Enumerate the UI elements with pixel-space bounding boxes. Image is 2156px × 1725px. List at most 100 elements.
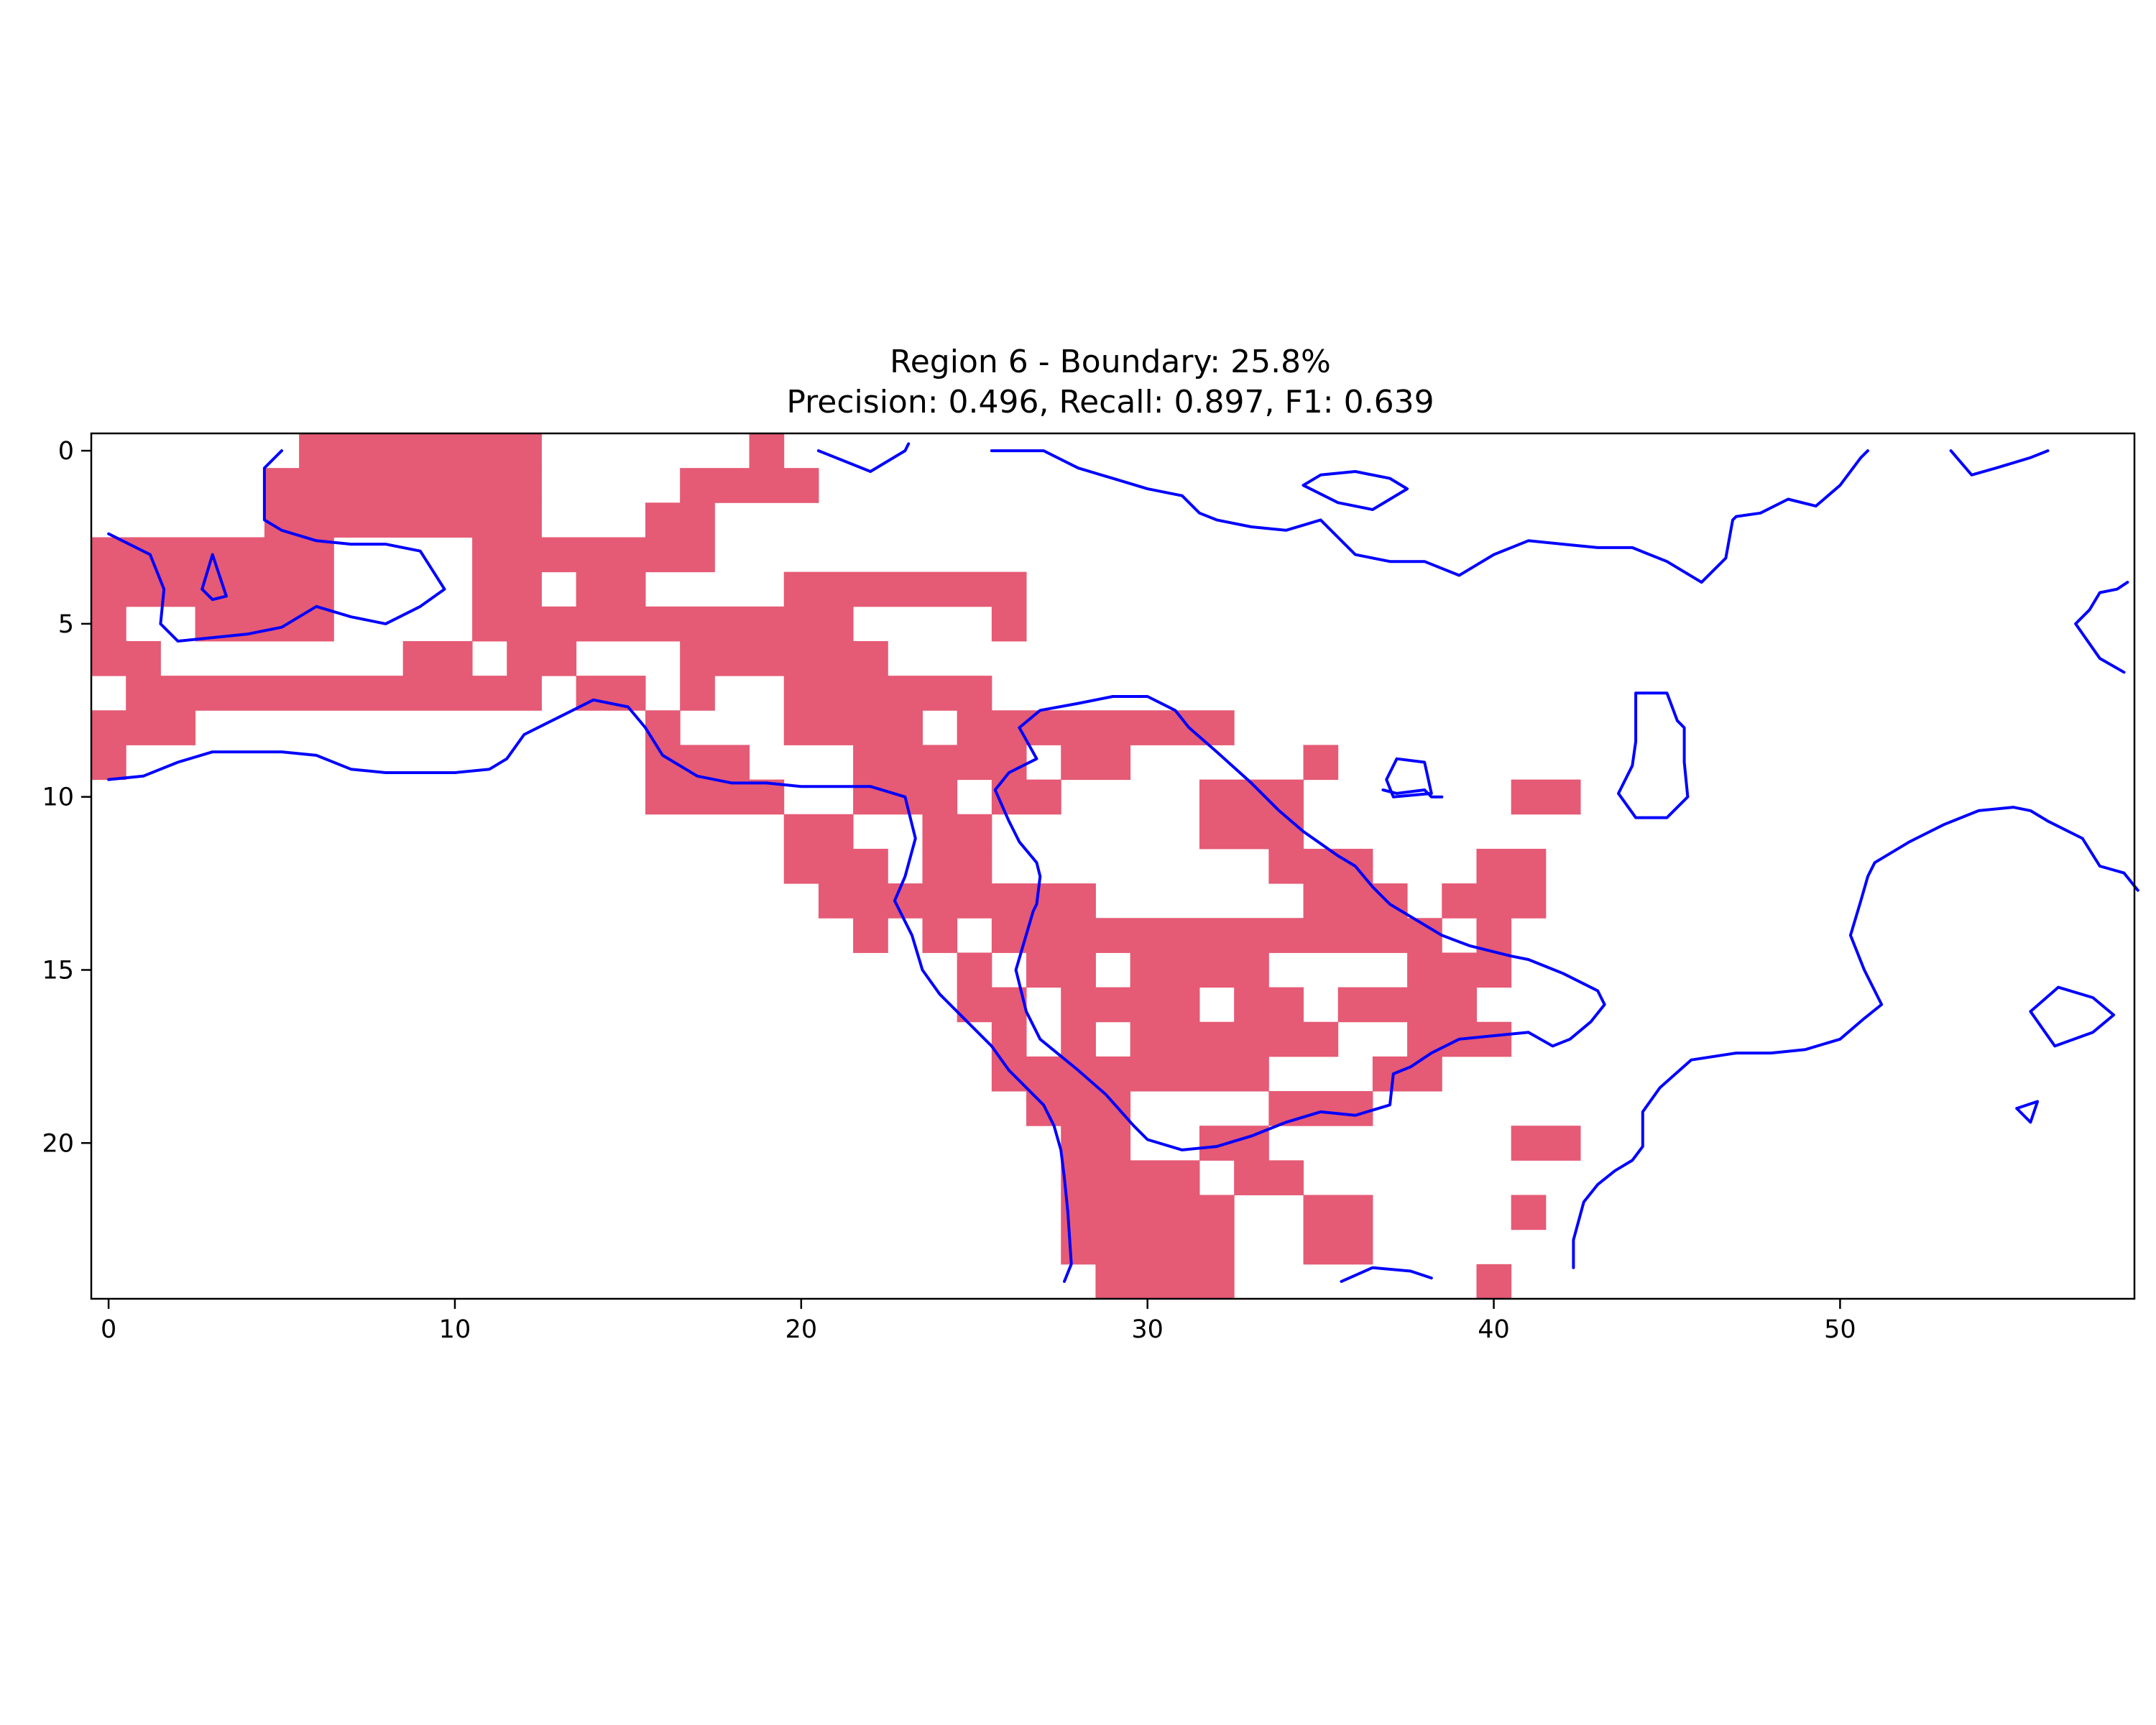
boundary-cell (1303, 1195, 1373, 1230)
contour-line (1302, 470, 1409, 511)
x-tick-label: 20 (786, 1315, 818, 1344)
boundary-cell (1061, 1160, 1131, 1196)
boundary-cell (472, 606, 542, 642)
boundary-cell (1442, 883, 1547, 919)
boundary-cell (91, 745, 126, 781)
boundary-cell (1234, 987, 1304, 1023)
boundary-cell (991, 606, 1027, 642)
boundary-cell (91, 710, 196, 745)
boundary-cell (680, 640, 785, 676)
boundary-cell (1061, 1195, 1166, 1230)
contour-line (107, 698, 1073, 1283)
contour-line (993, 695, 1606, 1151)
boundary-cell (126, 676, 542, 711)
boundary-cell (645, 502, 715, 538)
boundary-cell (957, 710, 1235, 745)
boundary-cell (1061, 1021, 1096, 1057)
y-axis: 0 5 10 15 20 (42, 437, 91, 1158)
contour-line (990, 449, 1869, 584)
boundary-cell (1199, 779, 1304, 815)
contour-line (1340, 1266, 1433, 1283)
boundary-cell (783, 710, 923, 745)
boundary-cell (1026, 1091, 1061, 1126)
x-tick-label: 50 (1824, 1315, 1856, 1344)
boundary-cell (853, 745, 1027, 781)
boundary-cell (91, 606, 126, 642)
boundary-cell (783, 676, 992, 711)
boundary-cell (783, 571, 1027, 607)
boundary-cell (264, 502, 542, 538)
boundary-cell (922, 848, 992, 884)
boundary-cell (1476, 1264, 1512, 1300)
y-tick-label: 10 (42, 783, 74, 812)
boundary-cell (472, 537, 715, 573)
boundary-cell (91, 571, 334, 607)
boundary-cell (645, 745, 750, 781)
boundary-cell (991, 779, 1061, 815)
contour-line (201, 553, 228, 602)
boundary-cell (1130, 1021, 1339, 1057)
boundary-cell (91, 640, 161, 676)
boundary-cell (1164, 1229, 1235, 1265)
boundary-cell (472, 571, 542, 607)
boundary-cell (957, 952, 992, 988)
boundary-cell (991, 918, 1442, 953)
boundary-cell (1130, 952, 1269, 988)
boundary-cell (853, 918, 888, 953)
boundary-cell (749, 433, 785, 469)
boundary-cell (576, 571, 646, 607)
contour-line (1617, 691, 1690, 819)
boundary-cell (1095, 1056, 1269, 1092)
x-tick-label: 10 (439, 1315, 471, 1344)
boundary-cell (1026, 952, 1096, 988)
chart-subtitle: Precision: 0.496, Recall: 0.897, F1: 0.6… (786, 384, 1434, 420)
contour-line (816, 442, 911, 473)
y-tick-label: 20 (42, 1129, 74, 1158)
boundary-cell (1234, 1160, 1304, 1196)
boundary-cell (1061, 987, 1200, 1023)
contour-line (107, 449, 446, 643)
boundary-cell (576, 676, 646, 711)
boundary-cell (299, 433, 542, 469)
y-tick-label: 5 (58, 610, 74, 639)
boundary-cell (1061, 745, 1131, 781)
boundary-cell (957, 987, 1027, 1023)
y-tick-label: 15 (42, 956, 74, 985)
boundary-cell (1268, 1091, 1373, 1126)
boundary-cell (1199, 1126, 1269, 1161)
boundary-cell (1164, 1195, 1235, 1230)
boundary-cell (1303, 1229, 1373, 1265)
boundary-cell (541, 606, 715, 642)
boundary-cell (818, 883, 958, 919)
reference-contours (107, 442, 2139, 1283)
boundary-cell (991, 1056, 1096, 1092)
boundary-cell (645, 710, 681, 745)
x-tick-label: 0 (101, 1315, 116, 1344)
boundary-cell (714, 606, 854, 642)
boundary-cell (783, 814, 854, 850)
boundary-cell (1337, 987, 1477, 1023)
boundary-cell (1476, 848, 1547, 884)
boundary-cell (1061, 1229, 1166, 1265)
contour-line (1385, 757, 1433, 799)
boundary-cell (1268, 848, 1373, 884)
boundary-cell (1407, 952, 1512, 988)
boundary-cell (957, 883, 1096, 919)
boundary-cell (922, 814, 992, 850)
boundary-cell (645, 779, 785, 815)
boundary-cell (783, 848, 888, 884)
y-tick-label: 0 (58, 437, 74, 466)
contour-line (2074, 581, 2129, 674)
x-tick-label: 40 (1478, 1315, 1510, 1344)
boundary-cell (1303, 745, 1339, 781)
boundary-cell (680, 468, 819, 503)
contour-line (2029, 985, 2116, 1048)
contour-line (2015, 1100, 2040, 1124)
x-tick-label: 30 (1131, 1315, 1164, 1344)
boundary-cell (1511, 779, 1581, 815)
contour-line (1949, 449, 2050, 477)
boundary-cell (1476, 918, 1512, 953)
boundary-cell (1199, 814, 1304, 850)
